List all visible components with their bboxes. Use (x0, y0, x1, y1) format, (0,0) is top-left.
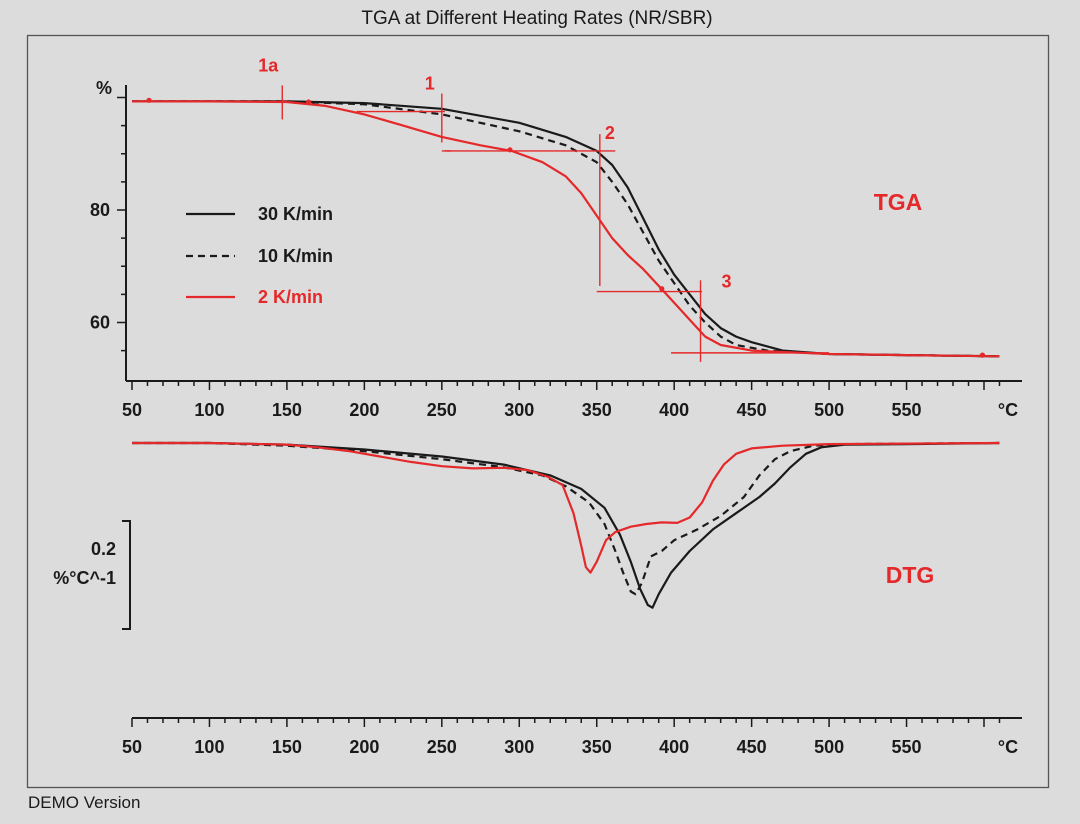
dtg-x-tick-label: 550 (892, 737, 922, 757)
dtg-x-tick-label: 350 (582, 737, 612, 757)
dtg-panel-label: DTG (886, 562, 935, 588)
legend-label: 2 K/min (258, 287, 323, 307)
legend-label: 10 K/min (258, 246, 333, 266)
dtg-x-tick-label: 100 (194, 737, 224, 757)
tga-marker (659, 286, 665, 292)
dtg-y-unit-label: %°C^-1 (53, 568, 116, 588)
annotation-label: 1a (258, 55, 279, 75)
tga-marker (979, 352, 986, 358)
tga-x-tick-label: 350 (582, 400, 612, 420)
annotation-label: 2 (605, 123, 615, 143)
tga-x-tick-label: 50 (122, 400, 142, 420)
tga-x-tick-label: 300 (504, 400, 534, 420)
dtg-x-unit-label: °C (998, 737, 1018, 757)
legend-label: 30 K/min (258, 204, 333, 224)
tga-x-tick-label: 550 (892, 400, 922, 420)
tga-x-tick-label: 150 (272, 400, 302, 420)
dtg-x-tick-label: 300 (504, 737, 534, 757)
tga-x-tick-label: 400 (659, 400, 689, 420)
tga-x-tick-label: 500 (814, 400, 844, 420)
dtg-x-tick-label: 500 (814, 737, 844, 757)
dtg-series-line (132, 441, 1000, 596)
tga-y-unit-label: % (96, 78, 112, 98)
tga-marker (305, 99, 312, 105)
dtg-x-tick-label: 450 (737, 737, 767, 757)
tga-y-tick-label: 60 (90, 313, 110, 333)
dtg-scale-bar-label: 0.2 (91, 539, 116, 559)
tga-x-unit-label: °C (998, 400, 1018, 420)
annotation-label: 1 (425, 74, 435, 94)
tga-series-line (132, 100, 1000, 358)
tga-marker (507, 147, 513, 153)
tga-x-tick-label: 100 (194, 400, 224, 420)
tga-y-tick-label: 80 (90, 200, 110, 220)
chart-title: TGA at Different Heating Rates (NR/SBR) (361, 8, 712, 29)
dtg-x-tick-label: 200 (349, 737, 379, 757)
dtg-series-line (132, 441, 1000, 609)
demo-version-label: DEMO Version (28, 793, 140, 812)
tga-panel-label: TGA (874, 189, 923, 215)
tga-marker (146, 97, 152, 103)
annotation-label: 3 (722, 272, 732, 292)
tga-x-tick-label: 450 (737, 400, 767, 420)
tga-series-line (132, 100, 1000, 358)
tga-series-line (132, 100, 1000, 358)
dtg-x-tick-label: 250 (427, 737, 457, 757)
dtg-x-tick-label: 150 (272, 737, 302, 757)
dtg-x-tick-label: 400 (659, 737, 689, 757)
plot-frame (26, 34, 1050, 789)
tga-x-tick-label: 250 (427, 400, 457, 420)
dtg-scale-bar (122, 520, 131, 630)
dtg-x-tick-label: 50 (122, 737, 142, 757)
tga-x-tick-label: 200 (349, 400, 379, 420)
dtg-series-line (132, 441, 1000, 574)
